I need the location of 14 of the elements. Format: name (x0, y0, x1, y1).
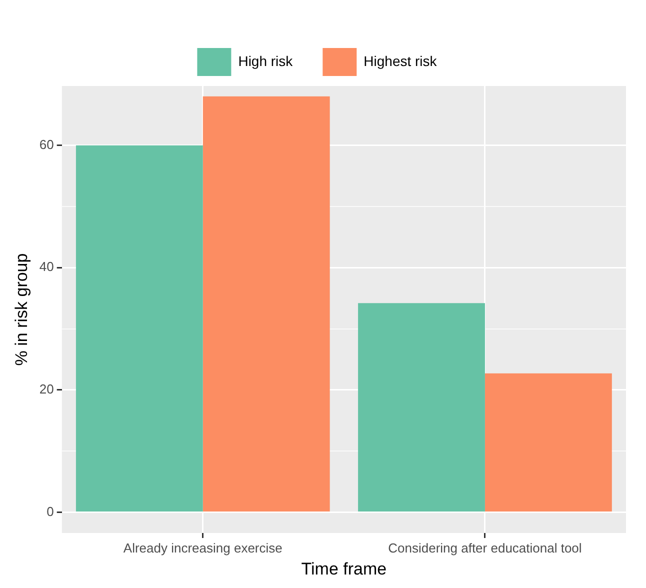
bar (76, 145, 203, 512)
bar (202, 96, 330, 512)
x-axis-title: Time frame (301, 559, 387, 578)
legend-label: High risk (238, 52, 294, 69)
legend-label: Highest risk (364, 52, 438, 69)
bar (358, 303, 485, 512)
y-tick-label: 40 (39, 259, 54, 274)
y-tick-label: 60 (39, 136, 54, 152)
bar (484, 373, 612, 512)
y-tick-label: 0 (46, 504, 54, 519)
y-axis-title: % in risk group (12, 253, 31, 366)
x-tick-label: Considering after educational tool (388, 540, 582, 556)
x-tick-label: Already increasing exercise (123, 540, 282, 556)
y-tick-label: 20 (39, 381, 54, 396)
